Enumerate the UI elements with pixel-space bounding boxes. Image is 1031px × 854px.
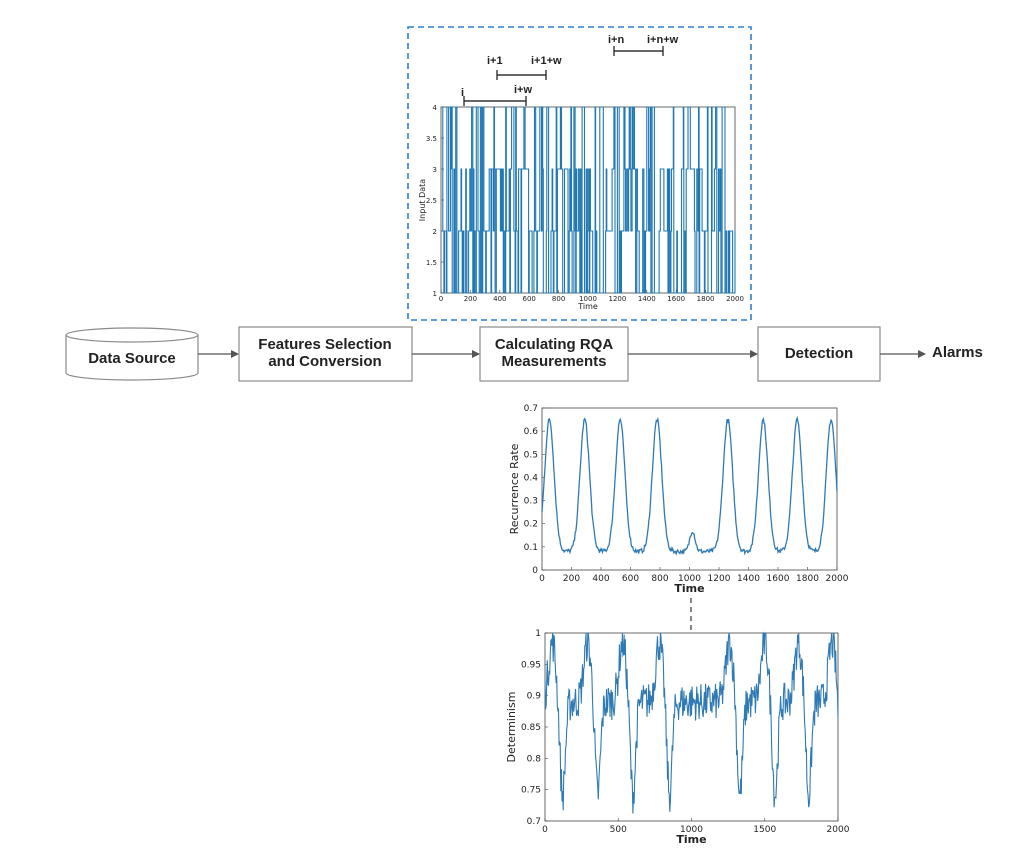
x-tick-label: 2000 — [827, 825, 850, 835]
x-tick-label: 200 — [563, 574, 580, 584]
x-tick-label: 1600 — [667, 295, 685, 303]
y-tick-label: 0.85 — [521, 723, 541, 733]
data-source-node: Data Source — [65, 327, 199, 381]
x-tick-label: 1600 — [767, 574, 790, 584]
detection-node: Detection — [757, 326, 881, 382]
x-tick-label: 1800 — [796, 574, 819, 584]
x-tick-label: 2000 — [826, 574, 849, 584]
window-2-start-label: i+1 — [487, 55, 503, 67]
y-tick-label: 0.1 — [524, 543, 538, 553]
x-tick-label: 1400 — [737, 574, 760, 584]
x-tick-label: 800 — [552, 295, 565, 303]
y-tick-label: 0.6 — [524, 427, 539, 437]
x-tick-label: 1200 — [708, 574, 731, 584]
window-brackets — [463, 46, 664, 106]
y-tick-label: 1 — [535, 629, 541, 639]
detection-label: Detection — [785, 345, 853, 362]
rqa-label-line1: Calculating RQA — [495, 336, 614, 353]
x-tick-label: 200 — [464, 295, 477, 303]
determinism-series — [544, 631, 839, 814]
alarms-label: Alarms — [932, 344, 983, 361]
features-node: Features Selection and Conversion — [238, 326, 413, 382]
y-tick-label: 1.5 — [426, 259, 437, 267]
y-tick-label: 2.5 — [426, 197, 437, 205]
y-tick-label: 2 — [433, 228, 437, 236]
x-tick-label: 600 — [622, 574, 639, 584]
y-tick-label: 0.3 — [524, 497, 538, 507]
x-tick-label: 400 — [493, 295, 506, 303]
detection-box — [757, 326, 881, 382]
y-tick-label: 0 — [532, 566, 538, 576]
window-2-end-label: i+1+w — [531, 55, 562, 67]
x-tick-label: 1200 — [608, 295, 626, 303]
x-tick-label: 1500 — [753, 825, 776, 835]
x-tick-label: 400 — [592, 574, 609, 584]
y-tick-label: 1 — [433, 290, 437, 298]
features-label-line1: Features Selection — [258, 336, 391, 353]
y-tick-label: 0.2 — [524, 520, 538, 530]
y-tick-label: 3 — [433, 166, 437, 174]
y-axis-label: Determinism — [505, 692, 518, 763]
x-tick-label: 600 — [523, 295, 536, 303]
x-axis-label: Time — [577, 302, 598, 311]
y-tick-label: 0.4 — [524, 473, 539, 483]
x-tick-label: 0 — [439, 295, 443, 303]
features-label-line2: and Conversion — [268, 353, 381, 370]
x-axis-label: Time — [676, 833, 706, 846]
window-3-start-label: i+n — [608, 34, 624, 46]
data-source-label: Data Source — [88, 350, 176, 367]
y-axis-label: Recurrence Rate — [508, 443, 521, 534]
x-tick-label: 1000 — [680, 825, 703, 835]
x-tick-label: 0 — [539, 574, 545, 584]
x-tick-label: 2000 — [726, 295, 744, 303]
x-tick-label: 1000 — [579, 295, 597, 303]
x-tick-label: 1000 — [678, 574, 701, 584]
input-data-frame — [407, 26, 752, 321]
y-tick-label: 0.75 — [521, 786, 541, 796]
y-tick-label: 0.9 — [527, 692, 542, 702]
window-3-end-label: i+n+w — [647, 34, 679, 46]
x-tick-label: 0 — [542, 825, 548, 835]
features-box — [238, 326, 413, 382]
input-data-chart: 0 200 400 600 800 1000 1200 1400 1600 1800 2000 1 1.… — [418, 104, 744, 311]
y-tick-label: 0.95 — [521, 660, 541, 670]
y-tick-label: 4 — [433, 104, 438, 112]
y-tick-label: 0.7 — [524, 404, 538, 414]
x-tick-label: 1400 — [638, 295, 656, 303]
x-tick-label: 1800 — [697, 295, 715, 303]
x-tick-label: 500 — [610, 825, 627, 835]
y-tick-label: 0.7 — [527, 817, 541, 827]
rqa-label-line2: Measurements — [501, 353, 606, 370]
y-axis-label: Input Data — [418, 179, 427, 221]
x-axis-label: Time — [674, 582, 704, 595]
y-tick-label: 0.5 — [524, 450, 538, 460]
input-data-series — [441, 106, 736, 294]
window-1-end-label: i+w — [514, 84, 532, 96]
determinism-chart: 0 500 1000 1500 2000 0.7 0.75 0.8 0.85 0.9 0.95 1 Ti… — [505, 629, 850, 846]
recurrence-rate-series — [541, 415, 838, 556]
recurrence-rate-chart: 0 200 400 600 800 1000 1200 1400 1600 1800 2000 0 0.… — [508, 404, 849, 595]
data-source-cylinder-top — [65, 327, 199, 343]
y-tick-label: 3.5 — [426, 135, 437, 143]
window-1-start-label: i — [461, 87, 464, 99]
rqa-node: Calculating RQA Measurements — [479, 326, 629, 382]
data-source-cylinder — [65, 335, 199, 381]
x-tick-label: 800 — [651, 574, 668, 584]
y-tick-label: 0.8 — [527, 754, 542, 764]
